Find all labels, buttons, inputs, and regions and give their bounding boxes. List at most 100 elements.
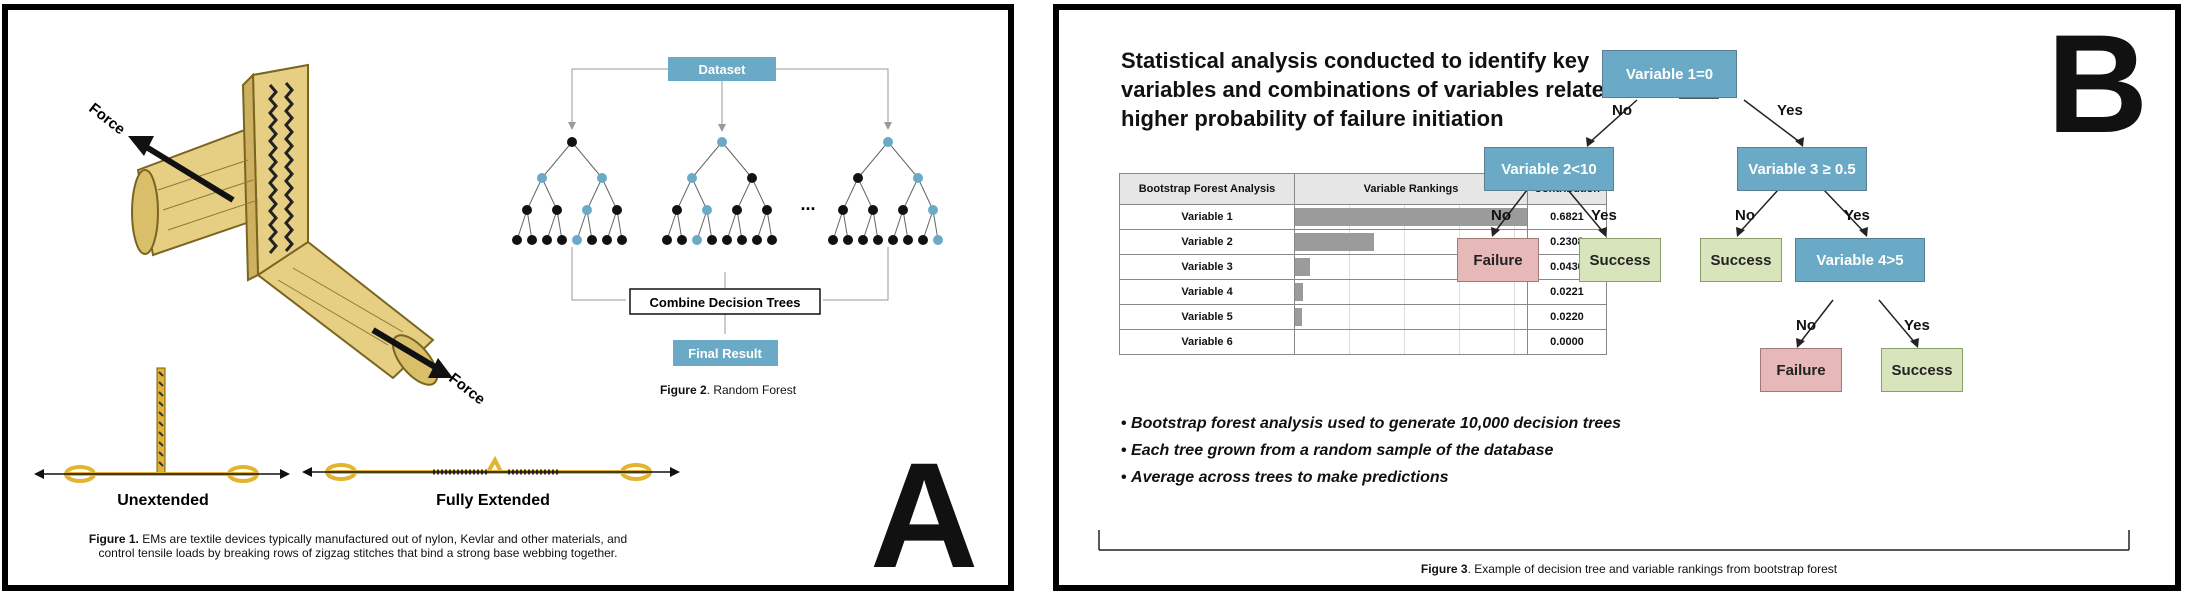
- variable-name: Variable 3: [1119, 254, 1295, 280]
- ranking-bar: [1295, 283, 1303, 301]
- tree-edge: [676, 209, 683, 241]
- tree-node-dot: [722, 235, 732, 245]
- edge-label-yes: Yes: [1844, 207, 1870, 224]
- tree-node-dot: [587, 235, 597, 245]
- tree-edge: [756, 209, 768, 241]
- figure-1-text-2: control tensile loads by breaking rows o…: [98, 546, 618, 560]
- bullet-list: Bootstrap forest analysis used to genera…: [1121, 410, 1621, 491]
- bullet-item: Average across trees to make predictions: [1121, 464, 1621, 491]
- tree-edge: [606, 209, 618, 241]
- tree-node-dot: [572, 235, 582, 245]
- tree-node-dot: [918, 235, 928, 245]
- tree-node-dot: [933, 235, 943, 245]
- tree-node-dot: [602, 235, 612, 245]
- contribution-value: 0.6821: [1527, 204, 1607, 230]
- energy-modulator-strap: [131, 63, 439, 386]
- panel-letter-a: A: [870, 431, 979, 599]
- tree-node-dot: [843, 235, 853, 245]
- tree-leaf-failure: Failure: [1457, 238, 1539, 282]
- edge-label-no: No: [1735, 207, 1755, 224]
- tree-node-dot: [928, 205, 938, 215]
- tree-node-dot: [537, 173, 547, 183]
- ellipsis: ...: [800, 194, 815, 214]
- tree-edge: [721, 141, 753, 179]
- tree-node-dot: [873, 235, 883, 245]
- figure-3-label: Figure 3: [1420, 562, 1468, 576]
- tree-node-dot: [732, 205, 742, 215]
- tree-edge: [862, 209, 874, 241]
- tree-node-dot: [858, 235, 868, 245]
- tree-edge: [696, 209, 708, 241]
- force-arrow-bottom: [371, 327, 453, 378]
- tree-edge: [887, 141, 919, 179]
- tree-node-dot: [677, 235, 687, 245]
- panel-b-title: Statistical analysis conducted to identi…: [1121, 48, 1645, 131]
- figure-1-text: EMs are textile devices typically manufa…: [138, 532, 628, 546]
- ranking-bar: [1295, 308, 1303, 326]
- tree-node-dot: [747, 173, 757, 183]
- tree-node-dot: [512, 235, 522, 245]
- tree-edge: [676, 177, 693, 211]
- tree-edge: [857, 177, 874, 211]
- dataset-label: Dataset: [699, 62, 747, 77]
- tree-node-dot: [552, 205, 562, 215]
- force-label-bottom: Force: [446, 370, 489, 409]
- edge-label-yes: Yes: [1591, 207, 1617, 224]
- tree-edge: [842, 209, 849, 241]
- tree-edge: [751, 177, 768, 211]
- tree-node-dot: [883, 137, 893, 147]
- figure-1-label: Figure 1.: [88, 532, 139, 546]
- edge-label-no: No: [1612, 102, 1632, 119]
- fully-extended-device: [302, 455, 680, 481]
- ranking-grid: [1295, 330, 1527, 354]
- tree-edge: [892, 209, 904, 241]
- tree-node-right: Variable 3 ≥ 0.5: [1737, 147, 1867, 191]
- ranking-bar-cell: [1294, 204, 1528, 230]
- tree-node-dot: [612, 205, 622, 215]
- tree-node-dot: [913, 173, 923, 183]
- tree-edge: [902, 209, 909, 241]
- figure-3-caption: Figure 3. Example of decision tree and v…: [1349, 562, 1909, 576]
- ranking-bar-cell: [1294, 279, 1528, 305]
- tree-edge: [601, 177, 618, 211]
- tree-edge: [526, 209, 533, 241]
- tree-edge: [922, 209, 934, 241]
- tree-edge: [546, 209, 558, 241]
- tree-node-dot: [597, 173, 607, 183]
- unextended-device: [34, 367, 290, 483]
- tree-node-dot: [567, 137, 577, 147]
- tree-edge: [736, 177, 753, 211]
- edge-label-yes: Yes: [1904, 317, 1930, 334]
- tree-node-dot: [662, 235, 672, 245]
- variable-name: Variable 2: [1119, 229, 1295, 255]
- combine-box: [629, 288, 821, 315]
- tree-node-dot: [868, 205, 878, 215]
- force-label-top: Force: [86, 100, 129, 139]
- table-row: Variable 1 0.6821: [1119, 204, 1607, 230]
- panel-a: Force Force Unextended Fully Extended: [2, 4, 1014, 591]
- tree-edge: [616, 209, 623, 241]
- ranking-bar: [1295, 258, 1310, 276]
- tree-edge: [691, 177, 708, 211]
- ranking-bar-cell: [1294, 304, 1528, 330]
- tree-connectors: [1098, 97, 2130, 551]
- tree-edge: [541, 141, 573, 179]
- final-result-label: Final Result: [688, 346, 762, 361]
- tree-node-dot: [853, 173, 863, 183]
- tree-edge: [726, 209, 738, 241]
- zigzag-stitches: [268, 82, 294, 254]
- variable-name: Variable 1: [1119, 204, 1295, 230]
- ranking-bar: [1295, 208, 1527, 226]
- combine-label: Combine Decision Trees: [650, 295, 801, 310]
- tree-node-dot: [672, 205, 682, 215]
- tree-edge: [857, 141, 889, 179]
- tree-edge: [832, 209, 844, 241]
- figure-2-text: . Random Forest: [706, 383, 797, 397]
- tree-node-dot: [702, 205, 712, 215]
- random-forest-diagram: Dataset ... Combine Decision Trees Final…: [512, 57, 943, 366]
- tree-node-dot: [557, 235, 567, 245]
- ranking-grid: [1295, 280, 1527, 304]
- tree-node-dot: [687, 173, 697, 183]
- tree-edge: [666, 209, 678, 241]
- ranking-grid: [1295, 305, 1527, 329]
